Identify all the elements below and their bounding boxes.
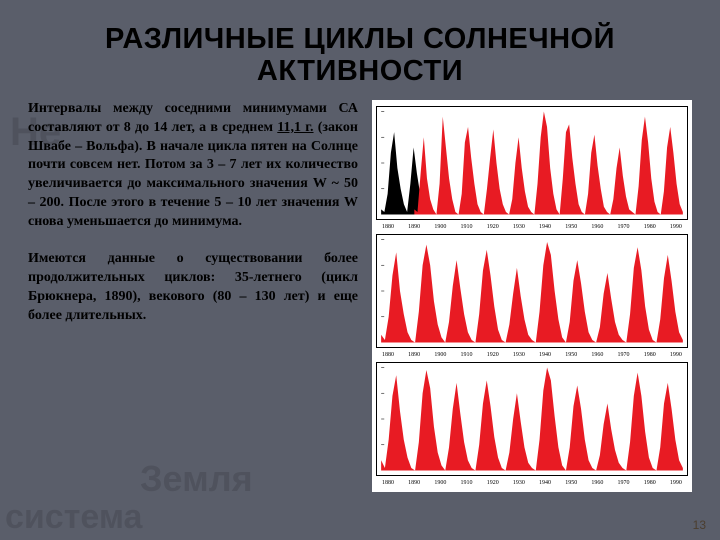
paragraph-2: Имеются данные о существовании более про… [28, 250, 358, 326]
slide-title: РАЗЛИЧНЫЕ ЦИКЛЫ СОЛНЕЧНОЙ АКТИВНОСТИ [28, 24, 692, 88]
x-axis-ticks: 1880189019001910192019301940195019601970… [376, 224, 688, 230]
slide: РАЗЛИЧНЫЕ ЦИКЛЫ СОЛНЕЧНОЙ АКТИВНОСТИ Инт… [0, 0, 720, 540]
charts-column: 1880189019001910192019301940195019601970… [372, 100, 692, 492]
x-axis-ticks: 1880189019001910192019301940195019601970… [376, 480, 688, 486]
text-column: Интервалы между соседними минимумами СА … [28, 100, 358, 344]
x-axis-ticks: 1880189019001910192019301940195019601970… [376, 352, 688, 358]
chart-panel-2 [376, 234, 688, 348]
paragraph-1: Интервалы между соседними минимумами СА … [28, 100, 358, 232]
body-row: Интервалы между соседними минимумами СА … [28, 100, 692, 492]
page-number: 13 [693, 518, 706, 532]
chart-panel-1 [376, 106, 688, 220]
chart-panel-3 [376, 362, 688, 476]
